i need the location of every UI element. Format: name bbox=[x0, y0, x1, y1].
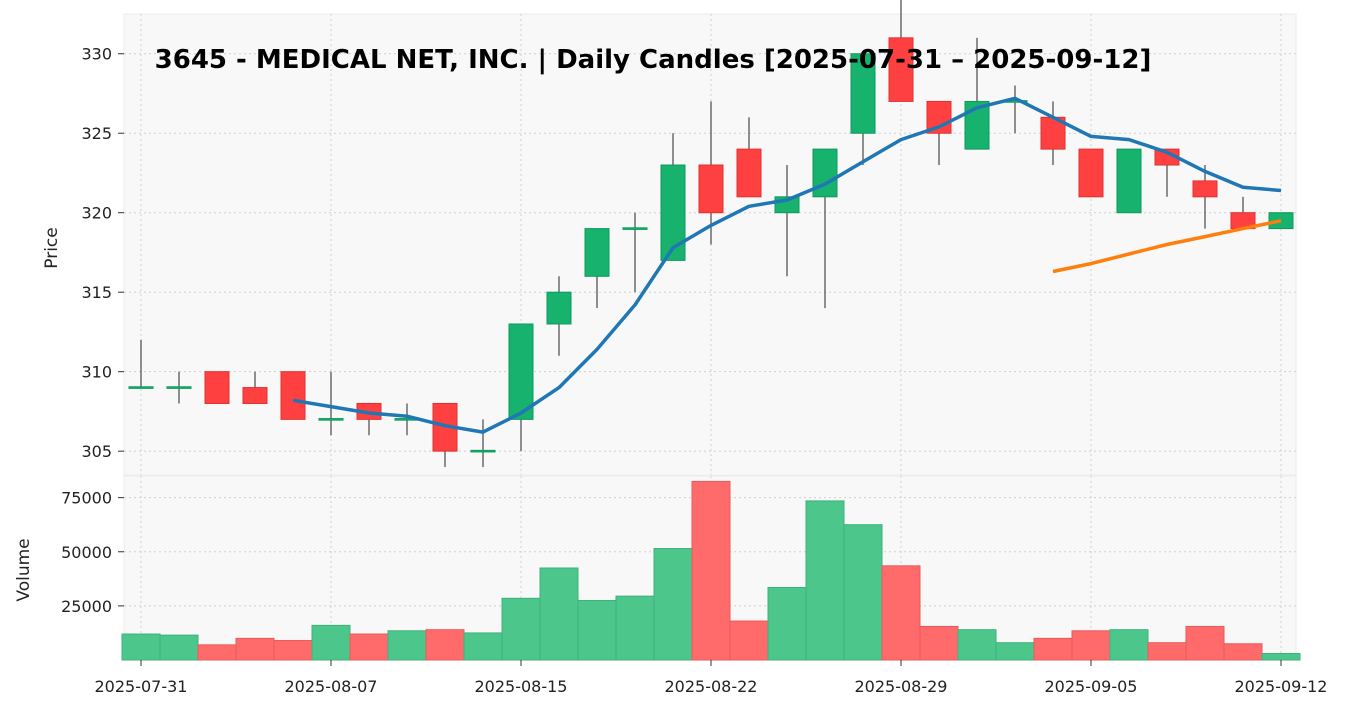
axis-ticks: 305 310 315 320 325 330 25000 50000 75000 2025-07… bbox=[61, 45, 1327, 696]
volume-bar bbox=[425, 629, 465, 661]
volume-bars bbox=[121, 480, 1301, 661]
volume-tick-label: 50000 bbox=[61, 543, 112, 562]
volume-bar bbox=[691, 480, 731, 661]
candle-body bbox=[318, 418, 344, 421]
candle-body bbox=[508, 323, 534, 420]
x-tick-label: 2025-09-12 bbox=[1235, 677, 1328, 696]
volume-bar bbox=[1071, 630, 1111, 661]
volume-bar bbox=[539, 567, 579, 661]
volume-bar bbox=[121, 633, 161, 661]
candle-body bbox=[1078, 148, 1104, 198]
candle-body bbox=[698, 164, 724, 214]
volume-bar bbox=[235, 637, 275, 661]
volume-bar bbox=[1033, 637, 1073, 661]
volume-tick-label: 25000 bbox=[61, 597, 112, 616]
price-tick-label: 320 bbox=[81, 204, 112, 223]
volume-bar bbox=[1185, 625, 1225, 661]
sma-short-line bbox=[292, 96, 1282, 434]
price-tick-label: 310 bbox=[81, 363, 112, 382]
candle-body bbox=[166, 386, 192, 389]
x-tick-label: 2025-08-29 bbox=[855, 677, 948, 696]
moving-averages bbox=[292, 96, 1282, 434]
volume-bar bbox=[1109, 629, 1149, 661]
candle-body bbox=[1192, 180, 1218, 198]
volume-bar bbox=[387, 630, 427, 661]
sma-long-line bbox=[1052, 218, 1282, 274]
volume-bar bbox=[805, 500, 845, 661]
candle-body bbox=[1268, 212, 1294, 230]
volume-bar bbox=[957, 629, 997, 661]
candle-body bbox=[470, 449, 496, 453]
y-axis-label-volume: Volume bbox=[14, 538, 34, 601]
volume-bar bbox=[349, 633, 389, 661]
price-panel-background bbox=[123, 13, 1297, 476]
volume-bar bbox=[881, 565, 921, 661]
price-tick-label: 305 bbox=[81, 442, 112, 461]
x-tick-label: 2025-08-07 bbox=[285, 677, 378, 696]
chart-title: 3645 - MEDICAL NET, INC. | Daily Candles… bbox=[155, 45, 1152, 75]
candle-body bbox=[546, 291, 572, 325]
y-axis-label-price: Price bbox=[42, 227, 62, 268]
candle-body bbox=[1116, 148, 1142, 214]
candle-body bbox=[812, 148, 838, 198]
volume-bar bbox=[1223, 643, 1263, 661]
candle-body bbox=[850, 53, 876, 134]
volume-bar bbox=[463, 632, 503, 661]
candle-body bbox=[622, 227, 648, 230]
price-tick-label: 315 bbox=[81, 283, 112, 302]
candle-body bbox=[584, 228, 610, 277]
volume-bar bbox=[311, 624, 351, 661]
volume-bar bbox=[273, 640, 313, 661]
price-tick-label: 330 bbox=[81, 45, 112, 64]
volume-bar bbox=[653, 548, 693, 661]
volume-bar bbox=[919, 625, 959, 661]
volume-bar bbox=[197, 644, 237, 661]
volume-bar bbox=[159, 634, 199, 661]
volume-bar bbox=[1147, 642, 1187, 661]
candle-body bbox=[128, 386, 154, 389]
volume-bar bbox=[577, 599, 617, 661]
volume-bar bbox=[501, 597, 541, 661]
volume-bar bbox=[767, 586, 807, 661]
volume-bar bbox=[729, 620, 769, 661]
candle-body bbox=[888, 37, 914, 102]
candle-body bbox=[736, 148, 762, 198]
x-tick-label: 2025-07-31 bbox=[95, 677, 188, 696]
candle-body bbox=[280, 371, 306, 420]
volume-tick-label: 75000 bbox=[61, 489, 112, 508]
candle-body bbox=[242, 387, 268, 404]
x-tick-label: 2025-09-05 bbox=[1045, 677, 1138, 696]
volume-bar bbox=[1261, 653, 1301, 661]
volume-bar bbox=[995, 642, 1035, 661]
volume-bar bbox=[615, 595, 655, 661]
x-tick-label: 2025-08-15 bbox=[475, 677, 568, 696]
price-tick-label: 325 bbox=[81, 124, 112, 143]
candle-body bbox=[204, 371, 230, 404]
x-tick-label: 2025-08-22 bbox=[665, 677, 758, 696]
volume-bar bbox=[843, 524, 883, 661]
